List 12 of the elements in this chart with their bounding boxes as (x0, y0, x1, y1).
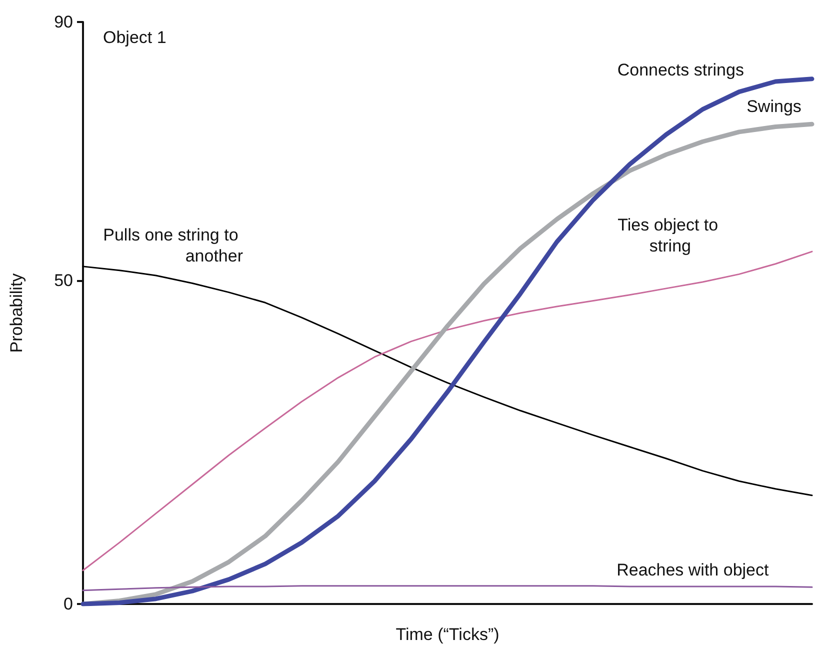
y-tick-label: 50 (54, 271, 73, 290)
y-tick-label: 0 (64, 594, 73, 614)
line-series (82, 266, 813, 496)
y-axis-title: Probability (7, 272, 26, 353)
series-label: Ties object to string (618, 215, 723, 256)
y-tick-label: 90 (54, 12, 73, 32)
series-label: Connects strings (617, 60, 744, 80)
series-label: Swings (746, 97, 802, 116)
chart-title: Object 1 (103, 28, 166, 47)
series-label: Pulls one string to another (103, 225, 244, 266)
series-label: Reaches with object (616, 560, 769, 580)
x-axis-title: Time (“Ticks”) (396, 625, 500, 644)
